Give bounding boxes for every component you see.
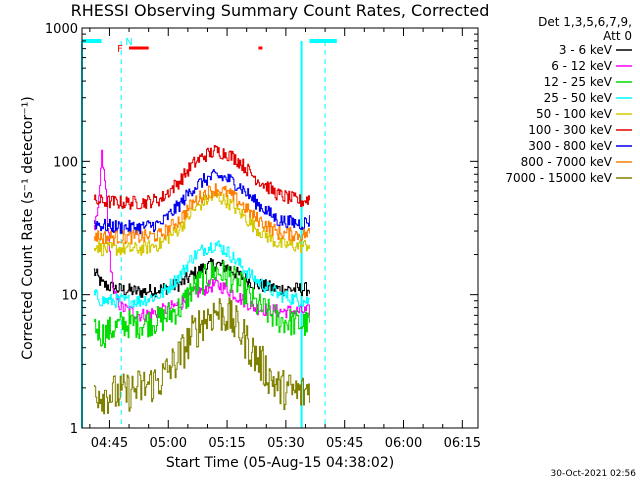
legend-label: 3 - 6 keV [559,43,613,57]
series-line-7 [93,169,310,235]
y-tick-label: 10 [61,289,78,304]
x-tick-label: 06:15 [444,436,481,451]
y-tick-label: 100 [53,155,78,170]
series-line-8 [93,183,310,245]
legend-label: 6 - 12 keV [551,59,613,73]
x-tick-label: 06:00 [385,436,422,451]
axis-ticks: 1 10 100 1000 04:45 05:00 05:15 05:30 05:45 06:00… [45,22,481,451]
x-tick-label: 04:45 [91,436,128,451]
footer-timestamp: 30-Oct-2021 02:56 [551,469,637,479]
legend-label: 7000 - 15000 keV [505,171,612,185]
legend-label: 50 - 100 keV [536,107,613,121]
y-tick-label: 1 [70,422,78,437]
plot-frame [81,27,479,429]
legend-label: 100 - 300 keV [528,123,612,137]
x-axis-label: Start Time (05-Aug-15 04:38:02) [166,455,394,471]
x-tick-label: 05:45 [326,436,363,451]
legend: 3 - 6 keV 6 - 12 keV 12 - 25 keV 25 - 50 ke… [505,43,632,185]
y-axis-label: Corrected Count Rate (s⁻¹ detector⁻¹) [20,96,36,359]
series-line-4 [93,240,310,309]
chart-title: RHESSI Observing Summary Count Rates, Co… [71,1,490,20]
x-tick-label: 05:30 [267,436,304,451]
y-tick-label: 1000 [45,22,78,37]
legend-label: 800 - 7000 keV [521,155,613,169]
night-flag-label: N [125,37,132,48]
detector-info-line2: Att 0 [603,29,632,43]
series-line-6 [93,145,310,210]
series-line-3 [93,260,310,348]
x-tick-label: 05:15 [208,436,245,451]
detector-info-line1: Det 1,3,5,6,7,9, [538,15,632,29]
series-line-5 [93,191,310,257]
x-tick-label: 05:00 [150,436,187,451]
legend-label: 300 - 800 keV [528,139,612,153]
flare-flag-label: F [117,44,123,55]
series-line-9 [93,297,310,415]
legend-label: 25 - 50 keV [544,91,613,105]
legend-label: 12 - 25 keV [544,75,613,89]
